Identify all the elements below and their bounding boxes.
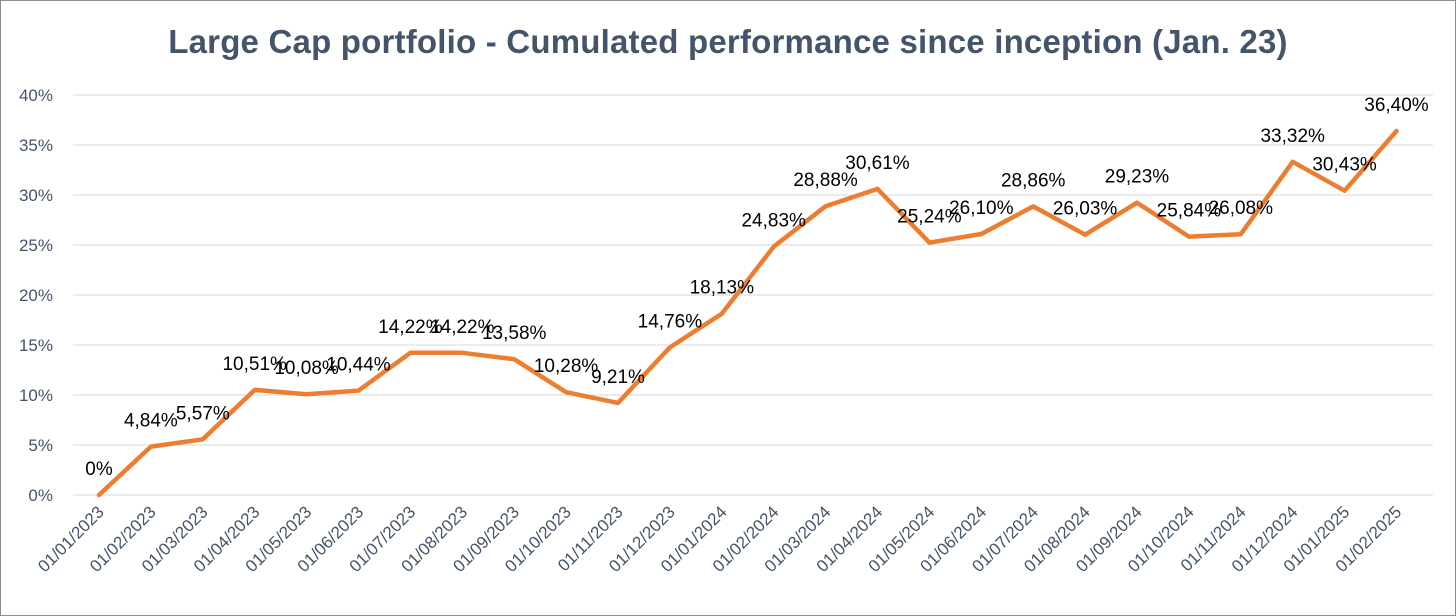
data-label: 30,43%	[1312, 155, 1377, 176]
data-label: 10,51%	[222, 354, 287, 375]
data-label: 10,08%	[274, 358, 339, 379]
data-label: 0%	[85, 459, 113, 480]
data-label: 33,32%	[1260, 126, 1325, 147]
chart-title: Large Cap portfolio - Cumulated performa…	[168, 23, 1288, 60]
data-label: 26,08%	[1209, 198, 1274, 219]
data-label: 9,21%	[591, 367, 645, 388]
data-label: 14,76%	[638, 311, 703, 332]
y-axis-ticks: 0% 5% 10% 15% 20% 25% 30% 35% 40%	[19, 86, 53, 505]
data-label: 14,22%	[378, 317, 443, 338]
data-label: 10,44%	[326, 355, 391, 376]
y-tick-label: 35%	[19, 136, 53, 155]
y-tick-label: 20%	[19, 286, 53, 305]
data-label: 26,03%	[1053, 199, 1118, 220]
data-label: 14,22%	[430, 317, 495, 338]
y-tick-label: 0%	[28, 486, 53, 505]
data-label: 36,40%	[1364, 95, 1429, 116]
data-label: 18,13%	[690, 278, 755, 299]
data-labels: 0% 4,84%5,57% 10,51%10,08%10,44% 14,22%14,2…	[85, 95, 1429, 480]
y-tick-label: 15%	[19, 336, 53, 355]
data-label: 29,23%	[1105, 167, 1170, 188]
y-tick-label: 5%	[28, 436, 53, 455]
data-label: 28,86%	[1001, 170, 1066, 191]
data-label: 25,24%	[897, 207, 962, 228]
x-axis-ticks: 01/01/202301/02/202301/03/202301/04/2023…	[34, 502, 1405, 576]
data-label: 28,88%	[793, 170, 858, 191]
data-label: 4,84%	[124, 411, 178, 432]
data-label: 25,84%	[1157, 201, 1222, 222]
data-label: 26,10%	[949, 198, 1014, 219]
data-label: 10,28%	[534, 356, 599, 377]
y-tick-label: 10%	[19, 386, 53, 405]
series-line	[96, 128, 1399, 498]
y-tick-label: 25%	[19, 236, 53, 255]
data-label: 30,61%	[845, 153, 910, 174]
data-label: 24,83%	[741, 211, 806, 232]
series-line-group	[96, 128, 1399, 498]
data-label: 5,57%	[176, 403, 230, 424]
y-tick-label: 30%	[19, 186, 53, 205]
y-tick-label: 40%	[19, 86, 53, 105]
data-label: 13,58%	[482, 323, 547, 344]
